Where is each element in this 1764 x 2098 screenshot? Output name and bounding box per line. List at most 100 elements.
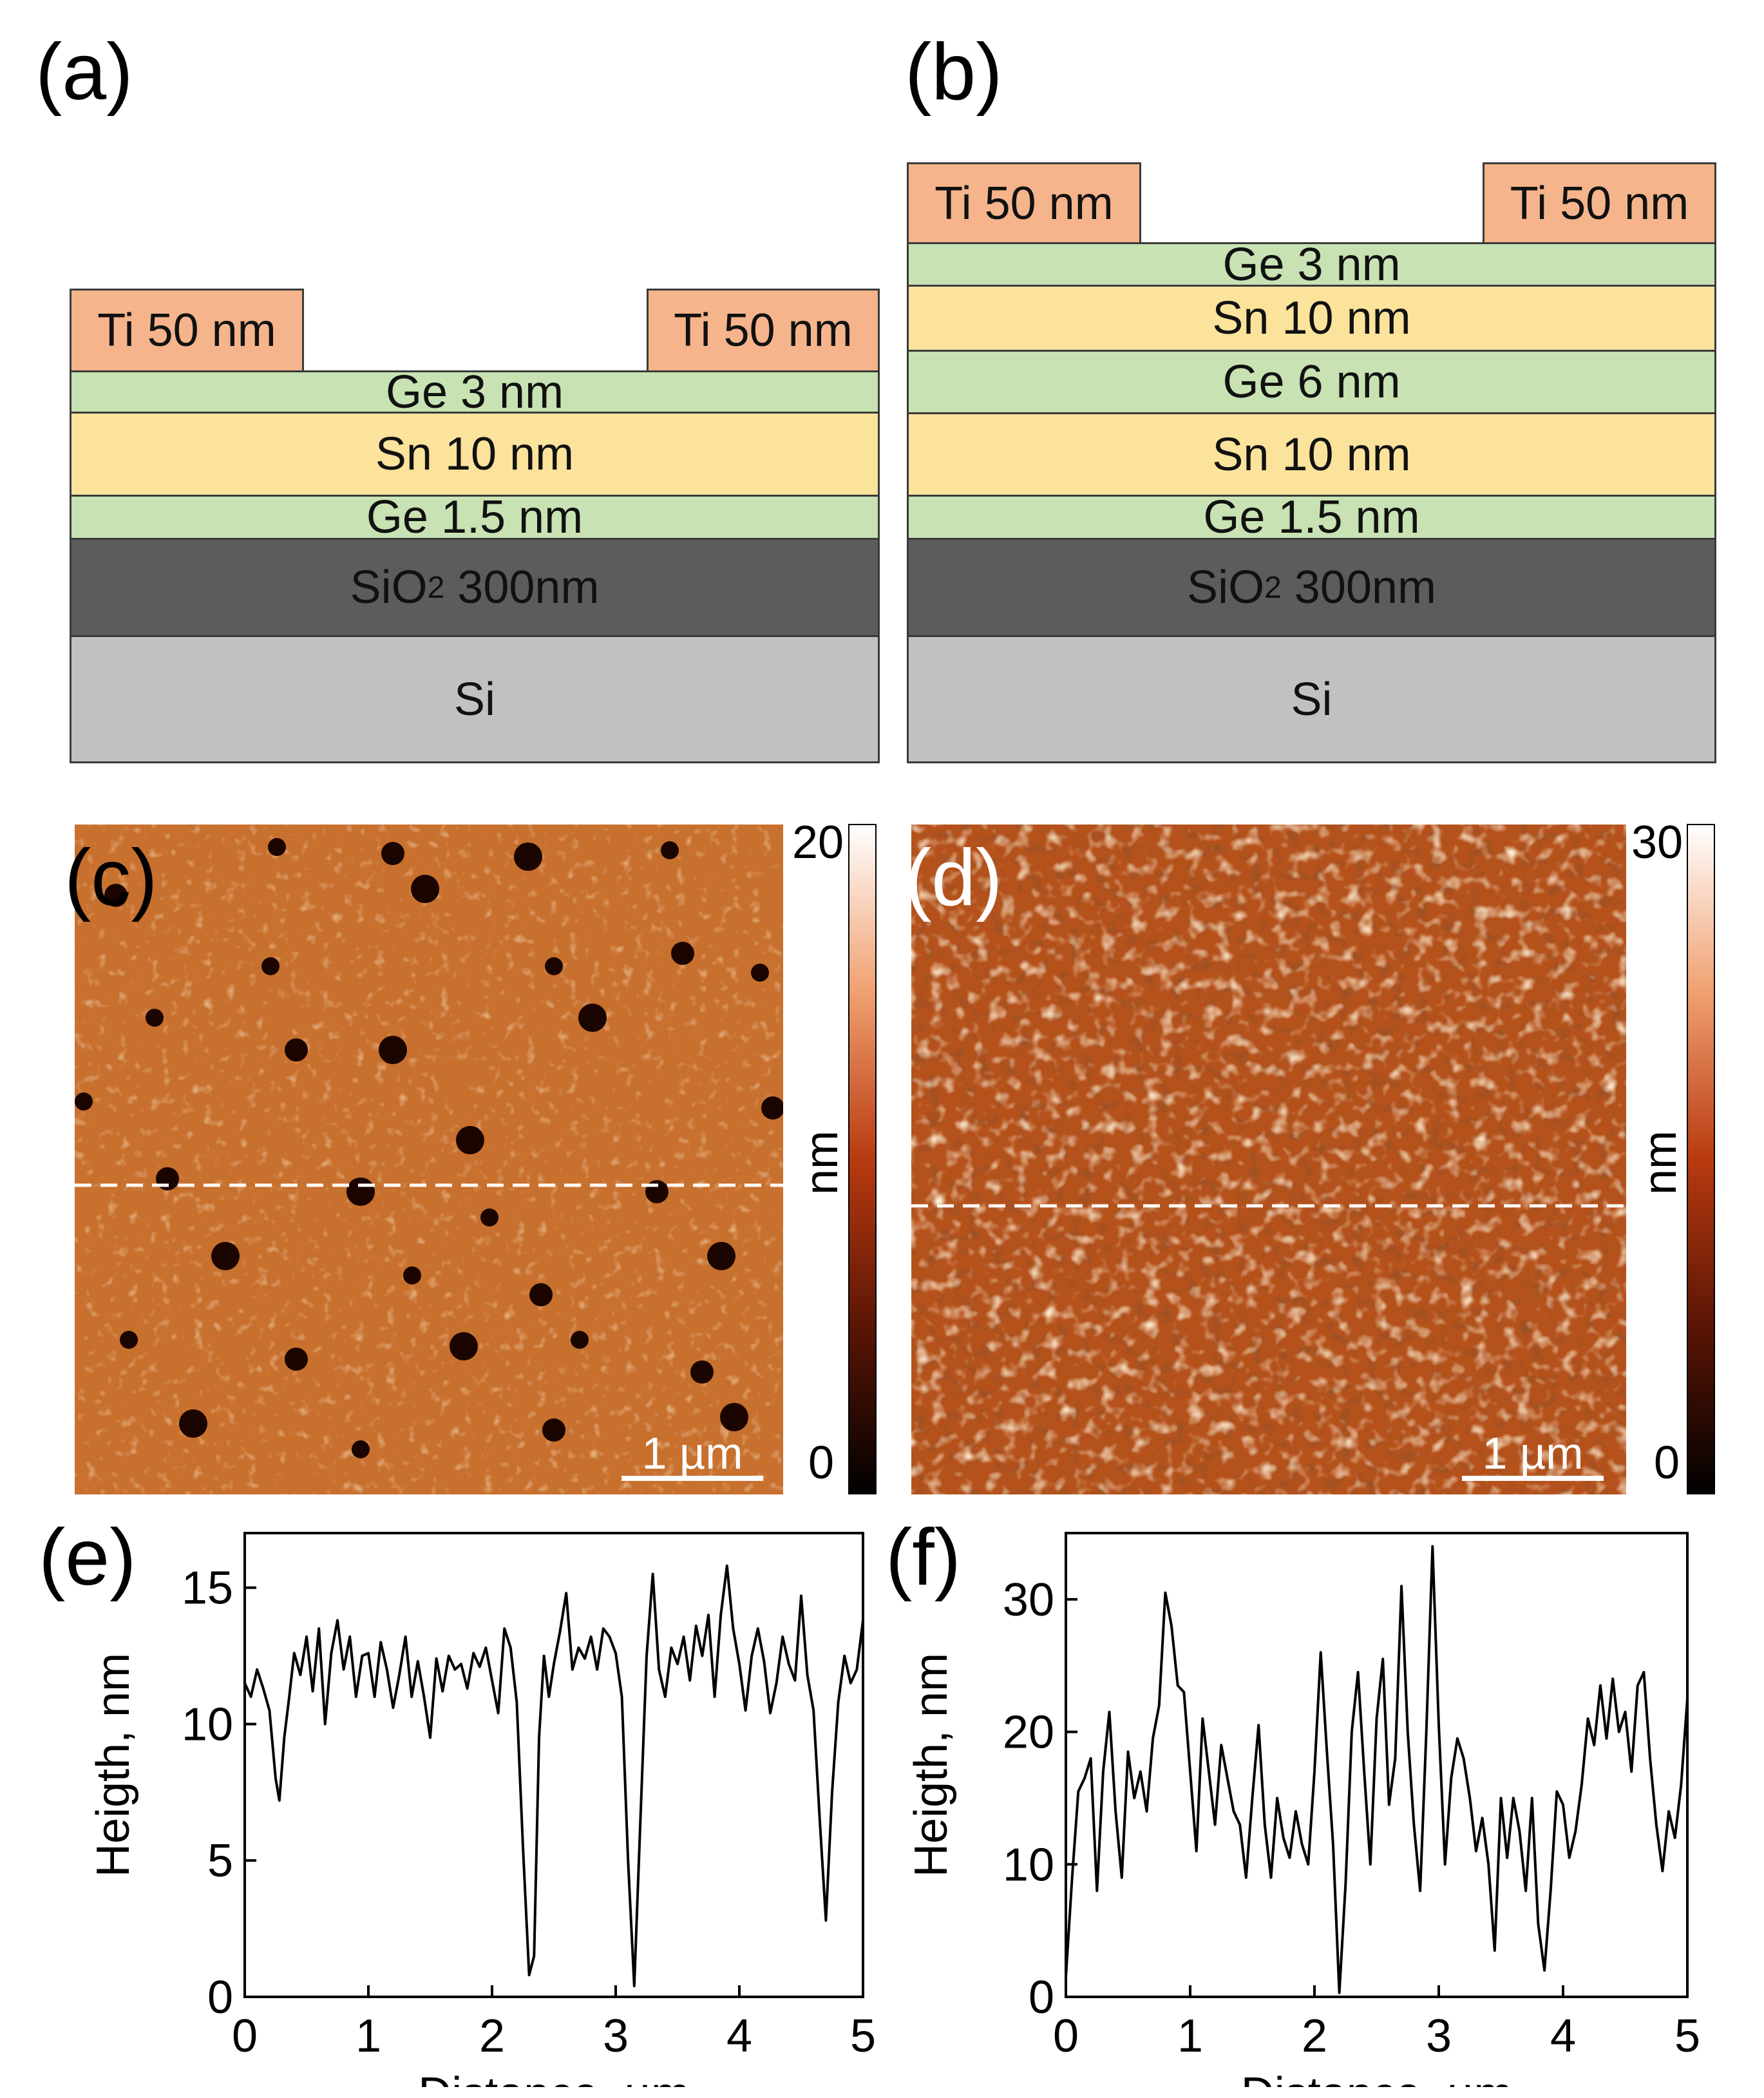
afm-pit <box>720 1403 748 1431</box>
panel-b-label: (b) <box>905 28 1003 117</box>
afm-pit <box>104 884 128 907</box>
afm-pit <box>661 841 679 859</box>
chart-e-panel-label: (e) <box>39 1513 137 1602</box>
afm-pit <box>761 1096 783 1120</box>
afm-pit <box>146 1009 164 1027</box>
panel-d-label: (d) <box>905 834 1003 922</box>
panel-c-label: (c) <box>64 834 158 922</box>
afm-pit <box>456 1126 484 1154</box>
colorbar-c-unit: nm <box>796 1130 848 1195</box>
panel-a-layer-ge-bottom: Ge 1.5 nm <box>70 491 880 543</box>
chart-e-ytick-label: 15 <box>182 1563 233 1614</box>
panel-a-layer-sn: Sn 10 nm <box>70 412 880 497</box>
panel-b-sio2-sub: 2 <box>1264 570 1282 605</box>
afm-pit <box>529 1283 553 1306</box>
panel-b-sio2-main: SiO <box>1187 562 1265 613</box>
afm-pit <box>480 1208 498 1226</box>
panel-a-layer-sio2: SiO 2 300nm <box>70 538 880 637</box>
panel-a-electrode-right: Ti 50 nm <box>647 289 880 372</box>
panel-b-sio2-rest: 300nm <box>1281 562 1436 613</box>
afm-pit <box>514 843 542 871</box>
afm-images: (c) 1 µm 20 0 nm (d) 1 µm 30 0 nm <box>64 817 1715 1494</box>
chart-f-xtick-label: 2 <box>1302 2010 1327 2062</box>
afm-pit <box>450 1332 478 1360</box>
chart-e-xtick-label: 4 <box>726 2010 752 2062</box>
panel-a-sio2-main: SiO <box>350 562 428 613</box>
afm-pit <box>352 1440 370 1458</box>
afm-pit <box>403 1266 421 1284</box>
chart-f-ytick-label: 30 <box>1003 1574 1054 1626</box>
chart-f-ylabel: Heigth, nm <box>906 1653 957 1877</box>
afm-pit <box>211 1242 240 1270</box>
chart-f-xtick-label: 0 <box>1053 2010 1079 2062</box>
afm-image-d <box>911 825 1626 1494</box>
chart-f-ytick-label: 10 <box>1003 1839 1054 1891</box>
panel-a-layer-ge-top: Ge 3 nm <box>70 367 880 418</box>
afm-pit <box>542 1418 565 1442</box>
afm-pit <box>156 1167 179 1190</box>
chart-e-ytick-label: 10 <box>182 1699 233 1750</box>
afm-pit <box>346 1178 375 1206</box>
panel-b-layer-sn-bottom: Sn 10 nm <box>907 412 1716 497</box>
chart-e-series-line <box>243 1564 864 1988</box>
scale-bar-c-label: 1 µm <box>641 1428 743 1478</box>
panel-a-electrode-left: Ti 50 nm <box>70 289 304 372</box>
afm-pit <box>285 1038 308 1062</box>
chart-f-panel-label: (f) <box>886 1513 961 1602</box>
chart-f-xlabel: Distance, µm <box>1241 2068 1513 2087</box>
afm-pit <box>545 957 563 975</box>
afm-pit <box>120 1331 138 1349</box>
chart-f-xtick-label: 4 <box>1550 2010 1576 2062</box>
afm-pit <box>381 842 404 865</box>
afm-pit <box>671 942 694 965</box>
afm-pit <box>379 1036 407 1064</box>
chart-f-ytick-label: 20 <box>1003 1707 1054 1759</box>
chart-e-xtick-label: 5 <box>850 2010 876 2062</box>
colorbar-c-min: 0 <box>808 1437 834 1489</box>
panel-b-layer-si: Si <box>907 635 1716 763</box>
chart-e-ytick-label: 0 <box>207 1972 233 2023</box>
colorbar-d-max: 30 <box>1631 817 1683 868</box>
panel-b-electrode-left: Ti 50 nm <box>907 162 1141 244</box>
panel-a-label: (a) <box>35 28 133 117</box>
panel-a-sio2-rest: 300nm <box>444 562 600 613</box>
panel-b-electrode-right: Ti 50 nm <box>1483 162 1716 244</box>
height-profile-charts: 0 1 2 3 4 5 0 5 10 15 Distance, µm Heigth, nm (e) 0 1 2… <box>39 1513 1700 2087</box>
chart-f-ytick-label: 0 <box>1029 1972 1054 2023</box>
afm-image-c <box>75 825 783 1494</box>
chart-e-ylabel: Heigth, nm <box>88 1653 139 1877</box>
colorbar-d-unit: nm <box>1635 1130 1686 1195</box>
chart-f-series-line <box>1065 1545 1689 1994</box>
afm-pit <box>571 1331 589 1349</box>
afm-pit <box>75 1092 93 1111</box>
afm-pit <box>690 1360 714 1384</box>
afm-pit <box>645 1180 669 1203</box>
chart-f-xtick-label: 3 <box>1426 2010 1452 2062</box>
chart-e-xtick-label: 1 <box>356 2010 381 2062</box>
afm-pit <box>751 964 769 982</box>
colorbar-d <box>1687 824 1715 1494</box>
chart-e-frame <box>243 1532 864 1998</box>
panel-b-layer-ge-6: Ge 6 nm <box>907 350 1716 414</box>
afm-pit <box>261 957 280 975</box>
afm-pit <box>411 875 439 903</box>
chart-e-xlabel: Distance, µm <box>418 2068 690 2087</box>
chart-f-xtick-label: 5 <box>1674 2010 1700 2062</box>
afm-pit <box>268 838 286 856</box>
afm-pit <box>285 1348 308 1371</box>
chart-e-xtick-label: 3 <box>603 2010 629 2062</box>
panel-a-sio2-sub: 2 <box>427 570 445 605</box>
panel-b-layer-ge-1-5: Ge 1.5 nm <box>907 491 1716 543</box>
colorbar-d-min: 0 <box>1654 1437 1680 1489</box>
afm-pit <box>707 1242 735 1270</box>
chart-f-xtick-label: 1 <box>1177 2010 1203 2062</box>
panel-b-layer-ge-3: Ge 3 nm <box>907 239 1716 291</box>
chart-e-xtick-label: 0 <box>232 2010 258 2062</box>
panel-a-layer-si: Si <box>70 635 880 763</box>
colorbar-c <box>848 824 877 1494</box>
colorbar-c-max: 20 <box>792 817 844 868</box>
afm-pit <box>578 1004 607 1032</box>
chart-e-xtick-label: 2 <box>479 2010 505 2062</box>
scale-bar-d-label: 1 µm <box>1482 1428 1583 1478</box>
afm-pit <box>179 1409 207 1438</box>
